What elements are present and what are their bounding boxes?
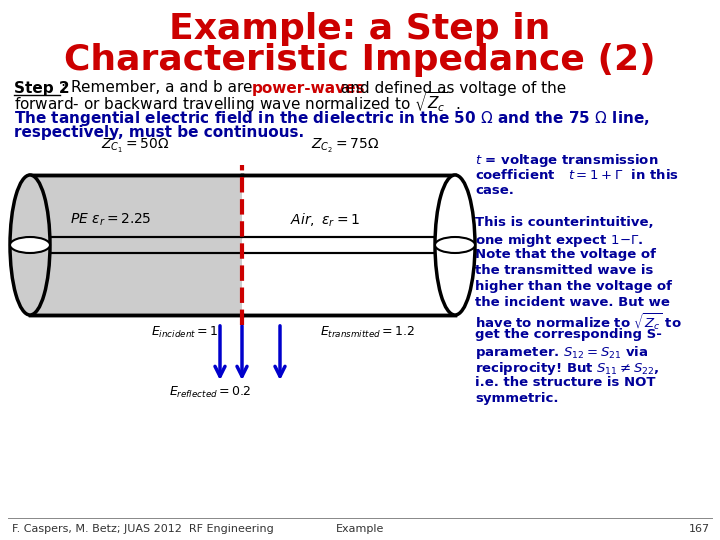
Polygon shape <box>242 175 455 315</box>
Text: higher than the voltage of: higher than the voltage of <box>475 280 672 293</box>
Text: The tangential electric field in the dielectric in the 50 $\Omega$ and the 75 $\: The tangential electric field in the die… <box>14 110 649 129</box>
Text: $PE\ \varepsilon_r = 2.25$: $PE\ \varepsilon_r = 2.25$ <box>70 212 151 228</box>
Text: $Z_{C_1} = 50\Omega$: $Z_{C_1} = 50\Omega$ <box>101 137 169 155</box>
Text: F. Caspers, M. Betz; JUAS 2012  RF Engineering: F. Caspers, M. Betz; JUAS 2012 RF Engine… <box>12 524 274 534</box>
Text: respectively, must be continuous.: respectively, must be continuous. <box>14 125 304 140</box>
Text: Characteristic Impedance (2): Characteristic Impedance (2) <box>64 43 656 77</box>
Ellipse shape <box>10 175 50 315</box>
Text: the incident wave. But we: the incident wave. But we <box>475 296 670 309</box>
Text: $Air,\ \varepsilon_r = 1$: $Air,\ \varepsilon_r = 1$ <box>290 211 360 229</box>
Polygon shape <box>30 175 242 315</box>
Text: Example: Example <box>336 524 384 534</box>
Text: i.e. the structure is NOT: i.e. the structure is NOT <box>475 376 655 389</box>
Text: coefficient   $t = 1 + \Gamma$  in this: coefficient $t = 1 + \Gamma$ in this <box>475 168 679 182</box>
Text: one might expect $1\!-\!\Gamma$.: one might expect $1\!-\!\Gamma$. <box>475 232 644 249</box>
Text: $Z_{C_2} = 75\Omega$: $Z_{C_2} = 75\Omega$ <box>311 137 379 155</box>
Text: power-waves: power-waves <box>252 80 366 96</box>
Text: $E_{transmitted}=1.2$: $E_{transmitted}=1.2$ <box>320 325 415 340</box>
Text: reciprocity! But $S_{11} \neq S_{22}$,: reciprocity! But $S_{11} \neq S_{22}$, <box>475 360 660 377</box>
Text: 167: 167 <box>689 524 710 534</box>
Text: symmetric.: symmetric. <box>475 392 559 405</box>
Text: $t$ = voltage transmission: $t$ = voltage transmission <box>475 152 658 169</box>
Text: Note that the voltage of: Note that the voltage of <box>475 248 656 261</box>
Text: $E_{reflected}=0.2$: $E_{reflected}=0.2$ <box>168 385 251 400</box>
Text: forward- or backward travelling wave normalized to $\sqrt{Z_c}$  .: forward- or backward travelling wave nor… <box>14 91 461 115</box>
Ellipse shape <box>435 237 475 253</box>
Text: and defined as voltage of the: and defined as voltage of the <box>336 80 566 96</box>
Text: parameter. $S_{12} = S_{21}$ via: parameter. $S_{12} = S_{21}$ via <box>475 344 649 361</box>
Text: case.: case. <box>475 184 514 197</box>
Text: the transmitted wave is: the transmitted wave is <box>475 264 653 277</box>
Text: Step 2: Step 2 <box>14 80 70 96</box>
Text: Example: a Step in: Example: a Step in <box>169 12 551 46</box>
Text: have to normalize to $\sqrt{Z_c}$ to: have to normalize to $\sqrt{Z_c}$ to <box>475 312 682 333</box>
Text: : Remember, a and b are: : Remember, a and b are <box>61 80 257 96</box>
Text: get the corresponding S-: get the corresponding S- <box>475 328 662 341</box>
Text: This is counterintuitive,: This is counterintuitive, <box>475 216 654 229</box>
Ellipse shape <box>435 175 475 315</box>
Text: $E_{incident}=1$: $E_{incident}=1$ <box>151 325 219 340</box>
Ellipse shape <box>10 237 50 253</box>
